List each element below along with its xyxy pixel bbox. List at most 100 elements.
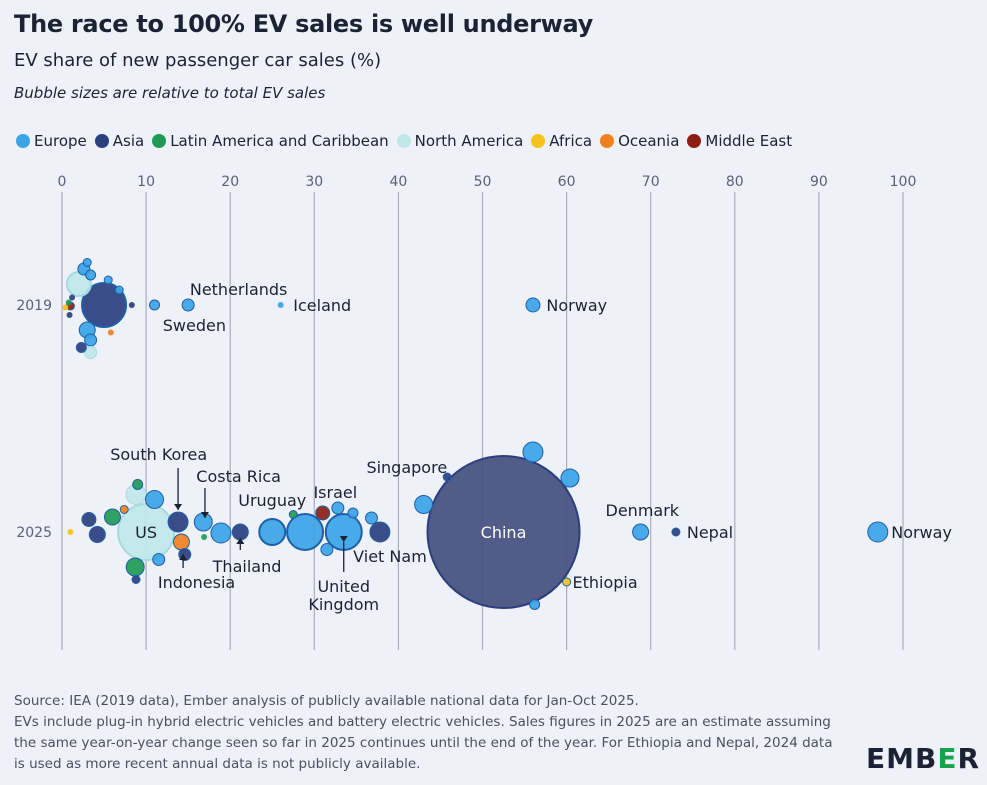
bubble xyxy=(562,577,572,587)
bubble xyxy=(114,285,124,295)
bubble xyxy=(125,557,145,577)
bubble xyxy=(107,329,114,336)
bubble xyxy=(131,575,141,584)
annotation-arrowhead xyxy=(339,536,348,542)
country-label: Viet Nam xyxy=(353,547,427,566)
country-label: Singapore xyxy=(366,458,447,477)
x-tick-label: 70 xyxy=(642,174,660,190)
legend: Europe Asia Latin America and Caribbean Nor… xyxy=(16,132,792,150)
bubble xyxy=(529,599,541,610)
legend-swatch xyxy=(600,134,615,148)
x-tick-label: 100 xyxy=(890,174,917,190)
bubble xyxy=(277,302,284,308)
x-tick-label: 10 xyxy=(137,174,155,190)
bubble xyxy=(172,533,190,551)
bubble xyxy=(231,523,249,541)
bubble xyxy=(103,508,121,526)
legend-item-asia: Asia xyxy=(94,132,145,150)
legend-label: Middle East xyxy=(705,132,793,150)
country-label: Norway xyxy=(891,523,952,542)
bubble xyxy=(315,505,331,521)
country-label: Denmark xyxy=(606,501,680,520)
bubble xyxy=(117,503,176,561)
bubble xyxy=(82,258,92,267)
legend-swatch xyxy=(152,134,167,148)
legend-item-africa: Africa xyxy=(531,132,592,150)
country-label: Nepal xyxy=(687,523,733,542)
bubble xyxy=(525,297,541,313)
bubble xyxy=(671,527,681,537)
bubble xyxy=(522,441,544,463)
bubble xyxy=(84,346,98,359)
bubble xyxy=(149,299,161,311)
legend-label: Asia xyxy=(112,132,145,150)
legend-item-oceania: Oceania xyxy=(600,132,679,150)
country-label: Norway xyxy=(546,296,607,315)
bubble xyxy=(81,282,128,328)
bubble xyxy=(75,342,87,353)
legend-swatch xyxy=(94,134,109,148)
bubble xyxy=(560,468,580,488)
x-tick-label: 20 xyxy=(221,174,239,190)
legend-item-latin-america-and-caribbean: Latin America and Caribbean xyxy=(152,132,389,150)
bubble xyxy=(426,455,581,609)
bubble xyxy=(414,495,434,514)
y-row-label: 2025 xyxy=(16,525,52,541)
bubble xyxy=(132,479,144,490)
bubble xyxy=(69,294,76,301)
bubble xyxy=(84,333,98,347)
country-label: Thailand xyxy=(212,557,282,576)
bubble xyxy=(258,518,287,546)
legend-item-middle-east: Middle East xyxy=(687,132,792,150)
legend-swatch xyxy=(16,134,30,148)
country-label: Sweden xyxy=(163,316,226,335)
bubble xyxy=(632,523,650,541)
ember-logo: EMBER xyxy=(866,742,981,775)
methodology-note: EVs include plug-in hybrid electric vehi… xyxy=(14,714,833,772)
bubble xyxy=(88,526,106,543)
bubble xyxy=(288,510,298,519)
legend-label: Latin America and Caribbean xyxy=(170,132,389,150)
bubble xyxy=(867,521,889,543)
bubble xyxy=(442,472,452,482)
bubble xyxy=(62,304,69,311)
y-row-label: 2019 xyxy=(16,298,52,314)
x-tick-label: 90 xyxy=(810,174,828,190)
bubble xyxy=(128,302,135,308)
bubble xyxy=(286,513,325,551)
bubble xyxy=(369,521,391,543)
bubble xyxy=(152,553,166,566)
bubble xyxy=(65,299,72,306)
bubble xyxy=(210,522,232,544)
page-title: The race to 100% EV sales is well underw… xyxy=(14,10,594,38)
x-tick-label: 40 xyxy=(389,174,407,190)
bubble xyxy=(347,507,359,519)
legend-item-europe: Europe xyxy=(16,132,87,150)
legend-label: North America xyxy=(414,132,524,150)
country-label: United xyxy=(317,577,370,596)
bubble xyxy=(119,505,129,514)
bubble xyxy=(81,512,97,527)
x-tick-label: 50 xyxy=(474,174,492,190)
bubble xyxy=(85,269,97,281)
bubble xyxy=(193,512,213,532)
annotation-arrowhead xyxy=(174,504,183,510)
bubble-chart: 0 10 20 30 40 50 60 70 80 90 100 2019 2025 Netherland… xyxy=(16,174,952,650)
bubble-note: Bubble sizes are relative to total EV sa… xyxy=(14,84,326,102)
country-label: Indonesia xyxy=(158,573,235,592)
x-tick-label: 30 xyxy=(305,174,323,190)
country-label: Ethiopia xyxy=(572,573,637,592)
legend-swatch xyxy=(396,134,411,148)
bubble xyxy=(167,511,189,533)
country-label: Netherlands xyxy=(190,280,288,299)
bubble xyxy=(67,529,74,535)
x-tick-label: 80 xyxy=(726,174,744,190)
x-tick-label: 60 xyxy=(558,174,576,190)
country-label: US xyxy=(135,523,157,542)
legend-label: Europe xyxy=(34,132,87,150)
country-label: China xyxy=(481,523,527,542)
bubble xyxy=(103,275,113,285)
country-label: Israel xyxy=(313,483,357,502)
bubble xyxy=(181,298,195,312)
annotation-arrowhead xyxy=(179,554,188,560)
